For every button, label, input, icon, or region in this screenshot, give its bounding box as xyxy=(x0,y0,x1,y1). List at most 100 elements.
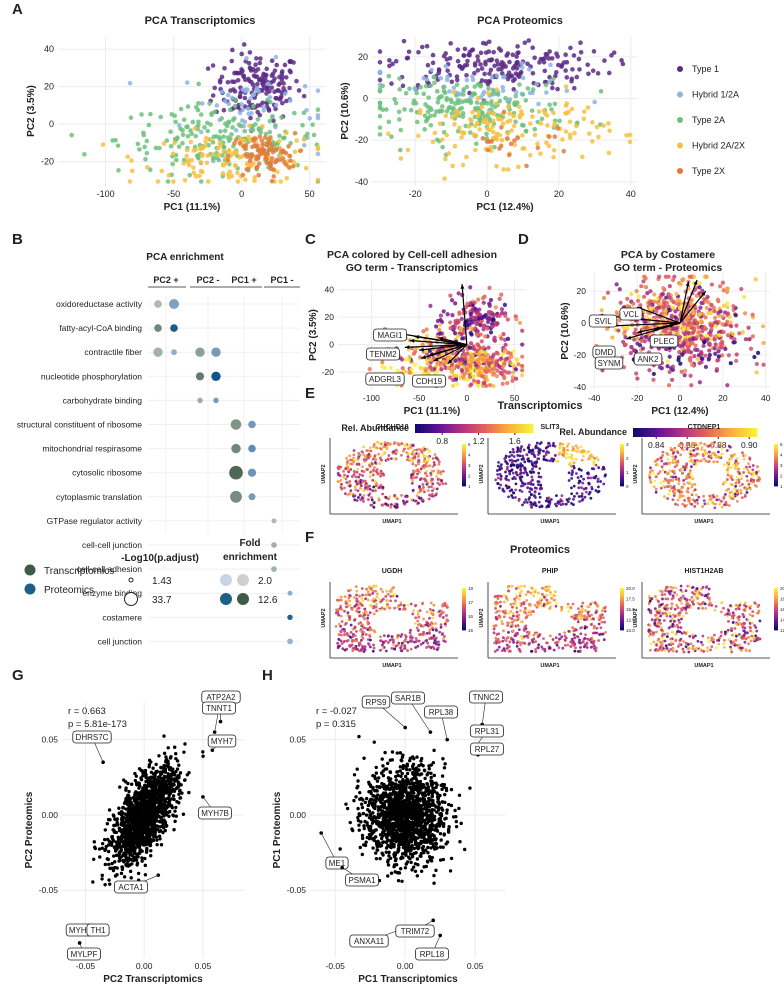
umap-point xyxy=(362,445,365,449)
umap-point xyxy=(426,641,430,645)
umap-point xyxy=(430,611,433,615)
umap-point xyxy=(421,625,425,629)
umap-xlabel: UMAP1 xyxy=(694,519,713,525)
scatter-point xyxy=(301,142,307,148)
colorbar-segment xyxy=(485,424,490,433)
scatter-point xyxy=(698,305,703,310)
section-title: Transcriptomics xyxy=(498,400,583,412)
scatter-point xyxy=(564,75,570,80)
umap-point xyxy=(346,638,350,642)
umap-point xyxy=(352,457,356,461)
umap-point xyxy=(400,442,404,446)
scatter-point xyxy=(463,354,468,359)
umap-point xyxy=(422,459,426,463)
scatter-point xyxy=(697,380,702,385)
umap-point xyxy=(393,493,397,497)
umap-point xyxy=(411,612,415,616)
scatter-point xyxy=(552,134,558,139)
scatter-point xyxy=(421,329,426,334)
scatter-point xyxy=(491,372,496,377)
umap-point xyxy=(661,468,665,472)
umap-point xyxy=(386,592,390,596)
umap-point xyxy=(590,485,594,489)
scatter-point xyxy=(512,138,517,143)
scatter-point xyxy=(709,326,714,331)
scatter-point xyxy=(232,140,237,146)
scatter-point xyxy=(516,50,521,55)
umap-point xyxy=(596,458,600,462)
enrichment-dot xyxy=(211,347,221,357)
scatter-point xyxy=(686,346,691,352)
term-label: cytosolic ribosome xyxy=(72,468,142,478)
umap-point xyxy=(410,639,414,642)
scatter-point xyxy=(530,71,536,76)
scatter-point xyxy=(389,81,394,86)
scatter-point xyxy=(400,366,405,371)
umap-point xyxy=(546,441,550,445)
umap-point xyxy=(365,587,368,591)
scatter-point xyxy=(461,87,466,92)
scatter-point xyxy=(255,143,260,149)
scatter-point xyxy=(569,76,575,82)
scatter-point xyxy=(499,125,504,130)
umap-point xyxy=(361,480,365,484)
scatter-point xyxy=(279,77,285,82)
scatter-point xyxy=(69,132,74,138)
umap-point xyxy=(533,490,537,494)
scatter-point xyxy=(483,374,489,379)
umap-point xyxy=(531,483,535,486)
x-tick-label: -20 xyxy=(409,189,422,199)
scatter-point xyxy=(315,151,321,157)
scatter-point xyxy=(248,115,253,121)
umap-point xyxy=(425,469,429,473)
scatter-point xyxy=(221,148,226,154)
scatter-point xyxy=(481,89,487,95)
scatter-point xyxy=(473,315,478,320)
scatter-point xyxy=(489,102,494,108)
umap-point xyxy=(382,450,386,454)
scatter-point xyxy=(494,101,499,107)
umap-point xyxy=(369,449,373,453)
umap-point xyxy=(572,461,576,465)
umap-point xyxy=(746,468,750,472)
umap-point xyxy=(429,646,433,649)
umap-point xyxy=(372,469,376,472)
umap-point xyxy=(667,462,671,466)
scatter-point xyxy=(713,342,718,347)
scatter-point xyxy=(503,95,508,101)
umap-point xyxy=(703,449,707,452)
umap-point xyxy=(720,447,724,450)
enrichment-dot xyxy=(287,590,293,596)
umap-point xyxy=(428,607,432,611)
colorbar-segment xyxy=(654,428,659,437)
scatter-point xyxy=(279,115,284,120)
scatter-point xyxy=(272,68,278,73)
scatter-point xyxy=(468,341,474,346)
umap-point xyxy=(334,624,338,628)
scatter-point xyxy=(541,59,547,65)
umap-point xyxy=(340,633,343,637)
scatter-point xyxy=(564,88,570,94)
scatter-point xyxy=(582,109,587,114)
scatter-point xyxy=(479,78,485,83)
legend-swatch xyxy=(677,66,683,72)
colorbar-segment xyxy=(420,424,425,433)
umap-point xyxy=(389,595,393,598)
scatter-point xyxy=(449,298,455,303)
umap-point xyxy=(387,454,391,457)
umap-point xyxy=(428,616,431,620)
umap-point xyxy=(349,588,353,592)
umap-colorbar-label: 16 xyxy=(468,614,474,619)
scatter-point xyxy=(419,44,425,50)
scatter-point xyxy=(246,99,252,105)
scatter-point xyxy=(460,114,466,120)
umap-point xyxy=(343,609,346,613)
umap-point xyxy=(743,493,747,497)
colorbar-segment xyxy=(741,428,746,437)
umap-point xyxy=(348,594,352,598)
scatter-point xyxy=(444,132,450,138)
umap-point xyxy=(523,482,527,486)
umap-point xyxy=(665,462,669,466)
scatter-point xyxy=(590,120,595,125)
umap-point xyxy=(508,458,512,462)
